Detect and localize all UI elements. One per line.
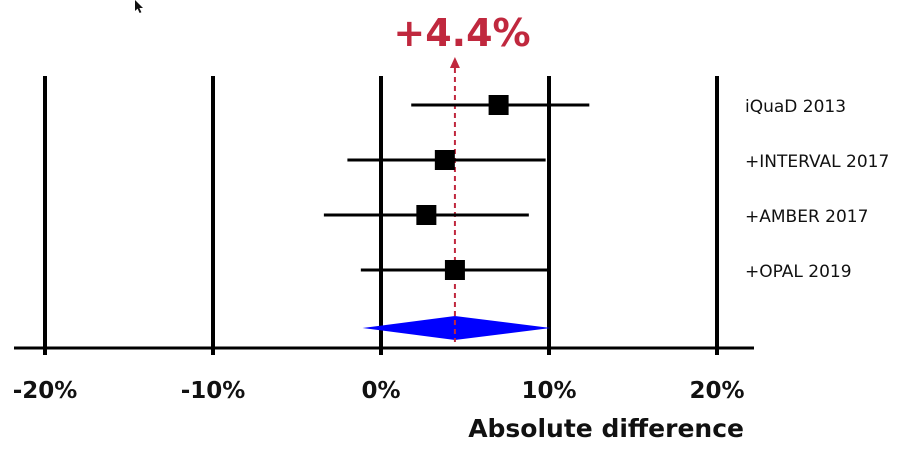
study-row: +OPAL 2019 bbox=[360, 260, 852, 282]
study-label: +AMBER 2017 bbox=[745, 207, 868, 227]
pooled-estimate-layer bbox=[449, 57, 460, 342]
study-row: +AMBER 2017 bbox=[323, 205, 868, 227]
study-label: iQuaD 2013 bbox=[745, 97, 846, 117]
point-estimate-marker bbox=[434, 150, 455, 170]
pooled-estimate-label: +4.4% bbox=[393, 11, 530, 55]
study-rows: iQuaD 2013 +INTERVAL 2017 +AMBER 2017 +OPAL… bbox=[323, 95, 889, 282]
pooled-diamond-layer bbox=[362, 316, 551, 340]
pooled-diamond bbox=[362, 316, 551, 340]
study-row: +INTERVAL 2017 bbox=[347, 150, 889, 172]
pooled-arrowhead bbox=[449, 57, 460, 68]
study-label: +OPAL 2019 bbox=[745, 262, 852, 282]
x-tick-label: -10% bbox=[181, 378, 246, 404]
x-axis-label: Absolute difference bbox=[468, 414, 744, 443]
x-tick-label: -20% bbox=[13, 378, 78, 404]
mouse-cursor-icon bbox=[135, 0, 143, 13]
point-estimate-marker bbox=[416, 205, 437, 225]
x-tick-label: 0% bbox=[361, 378, 400, 404]
study-row: iQuaD 2013 bbox=[411, 95, 846, 117]
x-tick-labels: -20% -10% 0% 10% 20% bbox=[13, 378, 745, 404]
x-tick-label: 20% bbox=[689, 378, 744, 404]
study-label: +INTERVAL 2017 bbox=[745, 152, 889, 172]
x-tick-label: 10% bbox=[521, 378, 576, 404]
point-estimate-marker bbox=[488, 95, 509, 115]
point-estimate-marker bbox=[444, 260, 465, 280]
